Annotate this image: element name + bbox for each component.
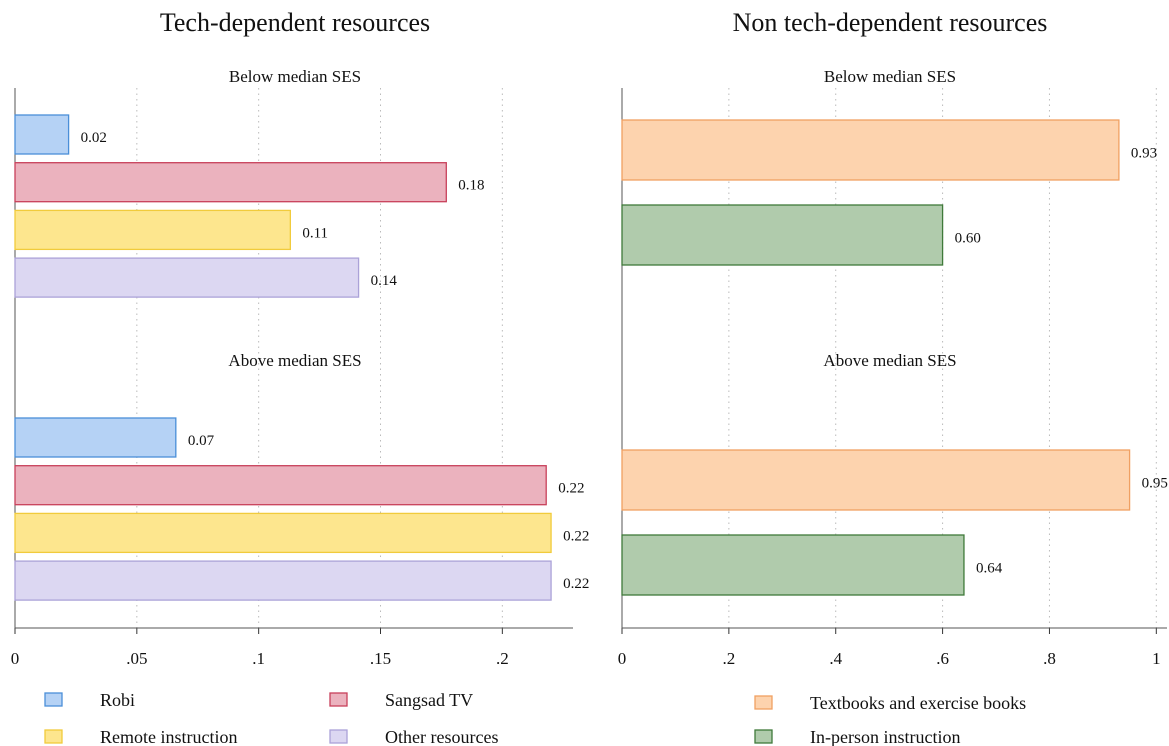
legend-label: Other resources xyxy=(385,727,498,746)
value-label: 0.64 xyxy=(976,560,1003,576)
x-tick-label: .05 xyxy=(126,649,147,668)
bar xyxy=(621,119,1120,181)
chart-title: Tech-dependent resources xyxy=(160,8,430,37)
bar xyxy=(14,417,177,458)
bar xyxy=(621,449,1131,511)
legend-label: In-person instruction xyxy=(810,727,960,746)
group-label: Above median SES xyxy=(823,351,956,370)
group-label: Above median SES xyxy=(228,351,361,370)
bar xyxy=(14,162,447,203)
value-label: 0.22 xyxy=(563,576,589,592)
legend-swatch xyxy=(329,692,348,707)
legend-label: Sangsad TV xyxy=(385,690,473,710)
value-label: 0.22 xyxy=(563,528,589,544)
x-tick-label: .1 xyxy=(252,649,265,668)
x-tick-label: .8 xyxy=(1043,649,1056,668)
group-label: Below median SES xyxy=(229,67,361,86)
x-tick-label: .4 xyxy=(829,649,842,668)
legend-label: Textbooks and exercise books xyxy=(810,693,1026,713)
legend-swatch xyxy=(44,729,63,744)
x-tick-label: .2 xyxy=(496,649,509,668)
value-label: 0.95 xyxy=(1142,475,1168,491)
x-tick-label: 0 xyxy=(618,649,627,668)
bar xyxy=(14,114,70,155)
legend-label: Robi xyxy=(100,690,135,710)
value-label: 0.11 xyxy=(302,225,328,241)
value-label: 0.60 xyxy=(955,230,981,246)
value-label: 0.07 xyxy=(188,433,215,449)
group-label: Below median SES xyxy=(824,67,956,86)
legend-swatch xyxy=(754,695,773,710)
x-tick-label: 1 xyxy=(1152,649,1161,668)
bar xyxy=(14,257,360,298)
legend-swatch xyxy=(44,692,63,707)
x-tick-label: .6 xyxy=(936,649,949,668)
legend-swatch xyxy=(754,729,773,744)
value-label: 0.93 xyxy=(1131,145,1157,161)
legend-label: Remote instruction xyxy=(100,727,237,746)
legend-swatch xyxy=(329,729,348,744)
x-tick-label: 0 xyxy=(11,649,20,668)
value-label: 0.18 xyxy=(458,178,484,194)
chart-title: Non tech-dependent resources xyxy=(733,8,1048,37)
value-label: 0.22 xyxy=(558,481,584,497)
bar xyxy=(14,560,552,601)
bar xyxy=(621,204,944,266)
x-tick-label: .15 xyxy=(370,649,391,668)
bar xyxy=(14,209,291,251)
x-tick-label: .2 xyxy=(722,649,735,668)
bar xyxy=(14,465,547,506)
value-label: 0.02 xyxy=(81,130,107,146)
bar xyxy=(14,512,552,554)
value-label: 0.14 xyxy=(371,273,398,289)
bar xyxy=(621,534,965,596)
